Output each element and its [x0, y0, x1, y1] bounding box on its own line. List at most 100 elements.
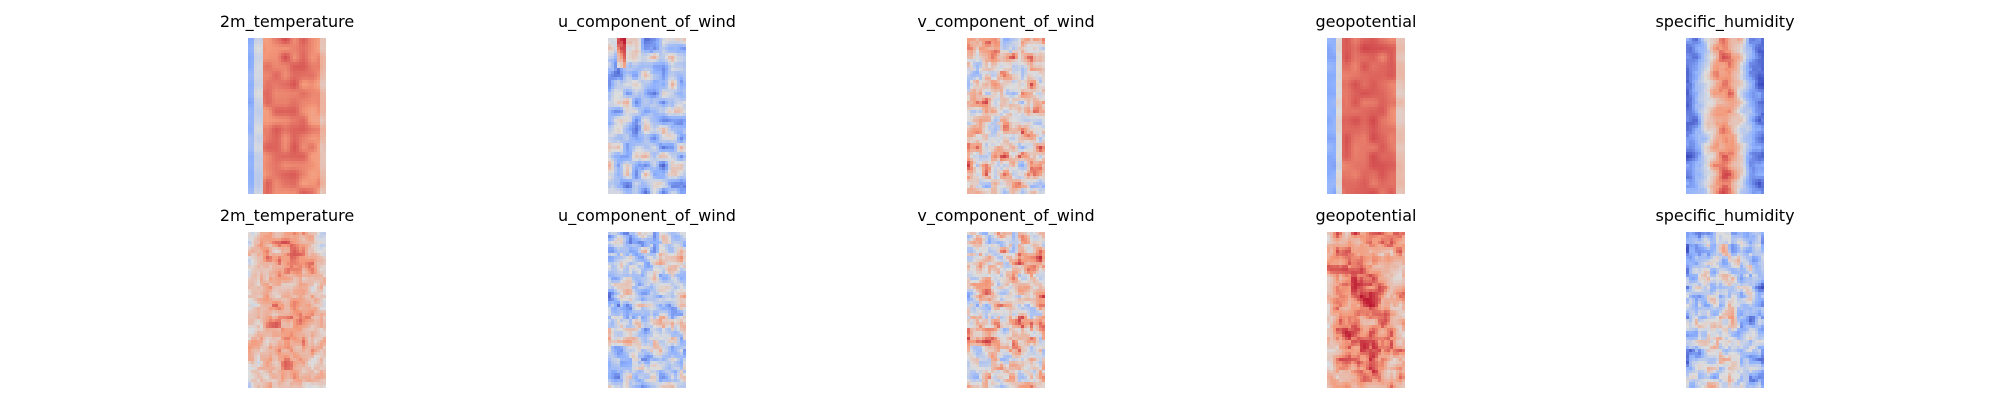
- heatmap-cell: [623, 119, 627, 123]
- heatmap-cell: [614, 122, 618, 126]
- heatmap-cell: [1369, 134, 1373, 138]
- heatmap-cell: [278, 137, 282, 141]
- heatmap-cell: [1000, 41, 1004, 45]
- heatmap-cell: [1399, 68, 1403, 72]
- heatmap-cell: [1354, 113, 1358, 117]
- heatmap-cell: [308, 116, 312, 120]
- heatmap-cell: [991, 176, 995, 180]
- heatmap-cell: [620, 53, 624, 57]
- heatmap-cell: [1357, 71, 1361, 75]
- heatmap-cell: [263, 86, 267, 90]
- heatmap-cell: [1003, 140, 1007, 144]
- heatmap-cell: [257, 125, 261, 129]
- heatmap-cell: [1039, 68, 1043, 72]
- heatmap-cell: [269, 50, 273, 54]
- heatmap-cell: [317, 47, 321, 51]
- heatmap-cell: [1339, 56, 1343, 60]
- heatmap-cell: [323, 143, 326, 147]
- heatmap-cell: [1387, 95, 1391, 99]
- heatmap-cell: [988, 83, 992, 87]
- heatmap-cell: [311, 164, 315, 168]
- heatmap-cell: [1387, 41, 1391, 45]
- heatmap-cell: [251, 62, 255, 66]
- heatmap-cell: [608, 134, 612, 138]
- heatmap-cell: [1033, 92, 1037, 96]
- heatmap-cell: [299, 62, 303, 66]
- heatmap-cell: [1378, 119, 1382, 123]
- heatmap-cell: [269, 41, 273, 45]
- heatmap-cell: [281, 74, 285, 78]
- heatmap-cell: [314, 89, 318, 93]
- heatmap-cell: [287, 149, 291, 153]
- heatmap-cell: [1003, 65, 1007, 69]
- heatmap-cell: [1021, 179, 1025, 183]
- heatmap-cell: [257, 119, 261, 123]
- heatmap-cell: [1330, 95, 1334, 99]
- heatmap-cell: [317, 152, 321, 156]
- heatmap-cell: [251, 50, 255, 54]
- heatmap-cell: [1327, 71, 1331, 75]
- heatmap-cell: [994, 131, 998, 135]
- heatmap-cell: [1360, 83, 1364, 87]
- heatmap-cell: [314, 62, 318, 66]
- heatmap-cell: [1354, 50, 1358, 54]
- heatmap-svg: [608, 38, 686, 194]
- heatmap-cell: [251, 77, 255, 81]
- heatmap-cell: [1024, 191, 1028, 194]
- heatmap-cell: [248, 188, 252, 192]
- heatmap-cell: [641, 80, 645, 84]
- heatmap-cell: [659, 44, 663, 48]
- heatmap-cell: [251, 122, 255, 126]
- heatmap-cell: [674, 80, 678, 84]
- heatmap-cell: [1345, 86, 1349, 90]
- heatmap-cell: [647, 140, 651, 144]
- heatmap-cell: [1399, 110, 1403, 114]
- heatmap-cell: [1003, 152, 1007, 156]
- heatmap-cell: [248, 80, 252, 84]
- heatmap-cell: [1327, 74, 1331, 78]
- heatmap-cell: [620, 107, 624, 111]
- heatmap-cell: [1024, 182, 1028, 186]
- heatmap-cell: [251, 179, 255, 183]
- heatmap-cell: [635, 83, 639, 87]
- heatmap-cell: [302, 140, 306, 144]
- heatmap-cell: [985, 74, 989, 78]
- heatmap-cell: [1366, 44, 1370, 48]
- heatmap-cell: [1021, 59, 1025, 63]
- heatmap-cell: [1009, 131, 1013, 135]
- heatmap-cell: [671, 155, 675, 159]
- heatmap-cell: [979, 161, 983, 165]
- heatmap-cell: [299, 173, 303, 177]
- heatmap-cell: [991, 134, 995, 138]
- heatmap-cell: [1396, 41, 1400, 45]
- heatmap-cell: [305, 74, 309, 78]
- heatmap-cell: [641, 176, 645, 180]
- heatmap-cell: [650, 176, 654, 180]
- heatmap-cell: [623, 50, 627, 54]
- heatmap-cell: [269, 170, 273, 174]
- heatmap-cell: [1375, 131, 1379, 135]
- heatmap-cell: [1036, 170, 1040, 174]
- heatmap-cell: [662, 140, 666, 144]
- heatmap-cell: [305, 158, 309, 162]
- heatmap-cell: [302, 98, 306, 102]
- heatmap-cell: [1027, 155, 1031, 159]
- heatmap-cell: [260, 128, 264, 132]
- heatmap-cell: [668, 86, 672, 90]
- heatmap-cell: [1036, 71, 1040, 75]
- heatmap-cell: [1003, 50, 1007, 54]
- heatmap-cell: [251, 119, 255, 123]
- heatmap-cell: [671, 104, 675, 108]
- heatmap-cell: [617, 125, 621, 129]
- heatmap-cell: [293, 155, 297, 159]
- heatmap-cell: [656, 107, 660, 111]
- heatmap-cell: [1336, 56, 1340, 60]
- heatmap-cell: [275, 110, 279, 114]
- heatmap-cell: [287, 50, 291, 54]
- heatmap-cell: [1339, 98, 1343, 102]
- heatmap-cell: [967, 188, 971, 192]
- heatmap-cell: [1360, 71, 1364, 75]
- heatmap-cell: [997, 158, 1001, 162]
- heatmap-cell: [323, 101, 326, 105]
- heatmap-cell: [1360, 89, 1364, 93]
